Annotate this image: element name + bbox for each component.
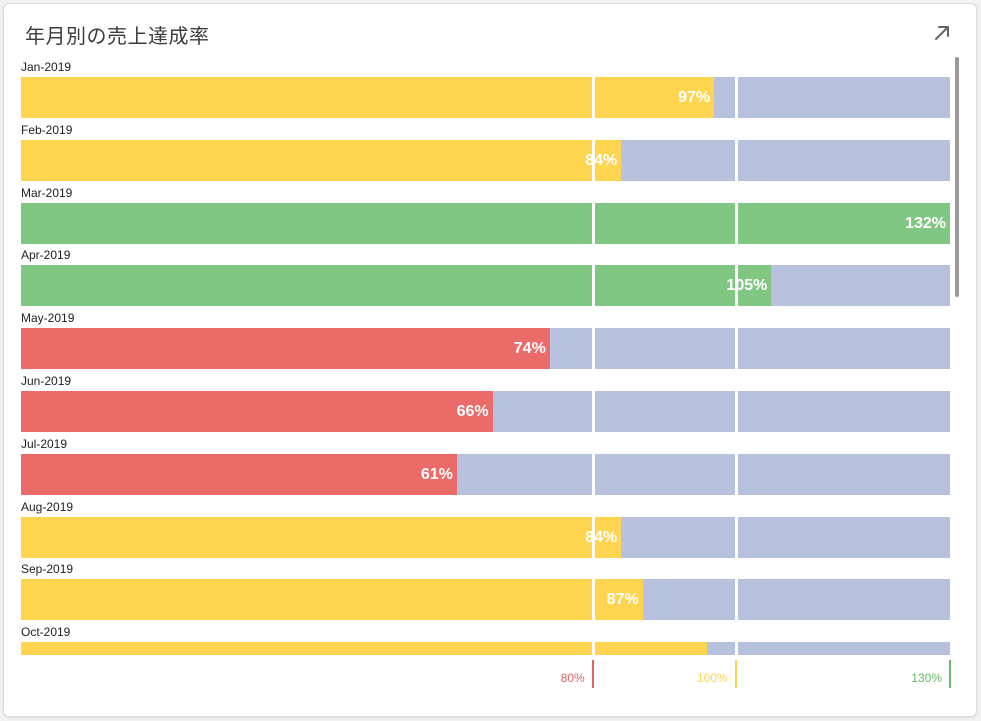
bar-fill[interactable] (21, 202, 950, 244)
threshold-label: 80% (560, 671, 585, 685)
bar-fill[interactable] (21, 516, 622, 558)
value-label: 97% (678, 89, 711, 106)
category-label: Jul-2019 (21, 436, 68, 451)
value-label: 61% (420, 465, 453, 483)
bar-track[interactable]: 84% (21, 139, 950, 181)
bar-fill[interactable] (21, 265, 772, 307)
bar-fill[interactable] (21, 579, 643, 621)
threshold-label: 130% (911, 671, 942, 685)
value-label: 105% (726, 277, 768, 295)
bar-row: Jul-2019 61% (21, 437, 951, 499)
category-label: Aug-2019 (21, 499, 74, 514)
gridline-80 (591, 60, 595, 655)
category-label: Apr-2019 (21, 248, 71, 263)
bar-row: May-2019 74% (21, 311, 951, 373)
value-label: 84% (585, 151, 618, 169)
threshold-tick (591, 660, 594, 688)
bar-fill[interactable] (21, 391, 493, 432)
bar-track[interactable]: 132% (21, 202, 950, 244)
bar-row: Oct-2019 (21, 625, 951, 655)
arrow-up-right-icon[interactable] (930, 21, 954, 45)
bar-track[interactable]: 61% (21, 453, 950, 495)
category-label: Jun-2019 (21, 374, 72, 388)
category-label: Sep-2019 (21, 562, 74, 577)
bar-track[interactable]: 97% (21, 77, 950, 118)
bar-fill[interactable] (21, 328, 550, 370)
bar-fill[interactable] (21, 139, 622, 181)
bar-row: Apr-2019 105% (21, 248, 951, 310)
bar-row: Feb-2019 84% (21, 123, 951, 185)
bar-row: Sep-2019 87% (21, 562, 951, 624)
threshold-tick (734, 660, 737, 688)
gridline-100 (734, 60, 738, 655)
bar-row: Jan-2019 97% (21, 60, 951, 122)
value-label: 132% (905, 214, 946, 232)
bar-row: Aug-2019 84% (21, 500, 951, 562)
bar-track[interactable] (21, 642, 950, 655)
threshold-axis: 80% 100% 130% (21, 660, 951, 692)
bar-track[interactable]: 84% (21, 516, 950, 558)
bar-row: Jun-2019 66% (21, 374, 951, 436)
category-label: Mar-2019 (21, 185, 73, 200)
bar-chart: Jan-2019 97% Feb-2019 84% Mar-2019 132% Apr-20… (21, 60, 951, 655)
bar-row: Mar-2019 132% (21, 186, 951, 248)
threshold-tick (949, 660, 951, 688)
value-label (21, 642, 707, 655)
value-label: 84% (585, 528, 618, 546)
category-label: Feb-2019 (21, 122, 73, 137)
bar-track[interactable]: 105% (21, 265, 950, 307)
bar-fill[interactable] (21, 77, 715, 118)
vertical-scrollbar[interactable] (955, 57, 959, 297)
card-title: 年月別の売上達成率 (25, 24, 210, 48)
threshold-label: 100% (696, 671, 728, 685)
bar-track[interactable]: 66% (21, 391, 950, 432)
value-label: 66% (456, 403, 489, 420)
category-label: May-2019 (21, 311, 75, 326)
value-label: 74% (513, 340, 546, 358)
bar-track[interactable]: 87% (21, 579, 950, 621)
bar-fill[interactable] (21, 453, 457, 495)
category-label: Jan-2019 (21, 60, 72, 74)
value-label: 87% (606, 591, 639, 609)
category-label: Oct-2019 (21, 625, 71, 640)
bar-track[interactable]: 74% (21, 328, 950, 370)
bar-fill[interactable] (21, 642, 708, 655)
